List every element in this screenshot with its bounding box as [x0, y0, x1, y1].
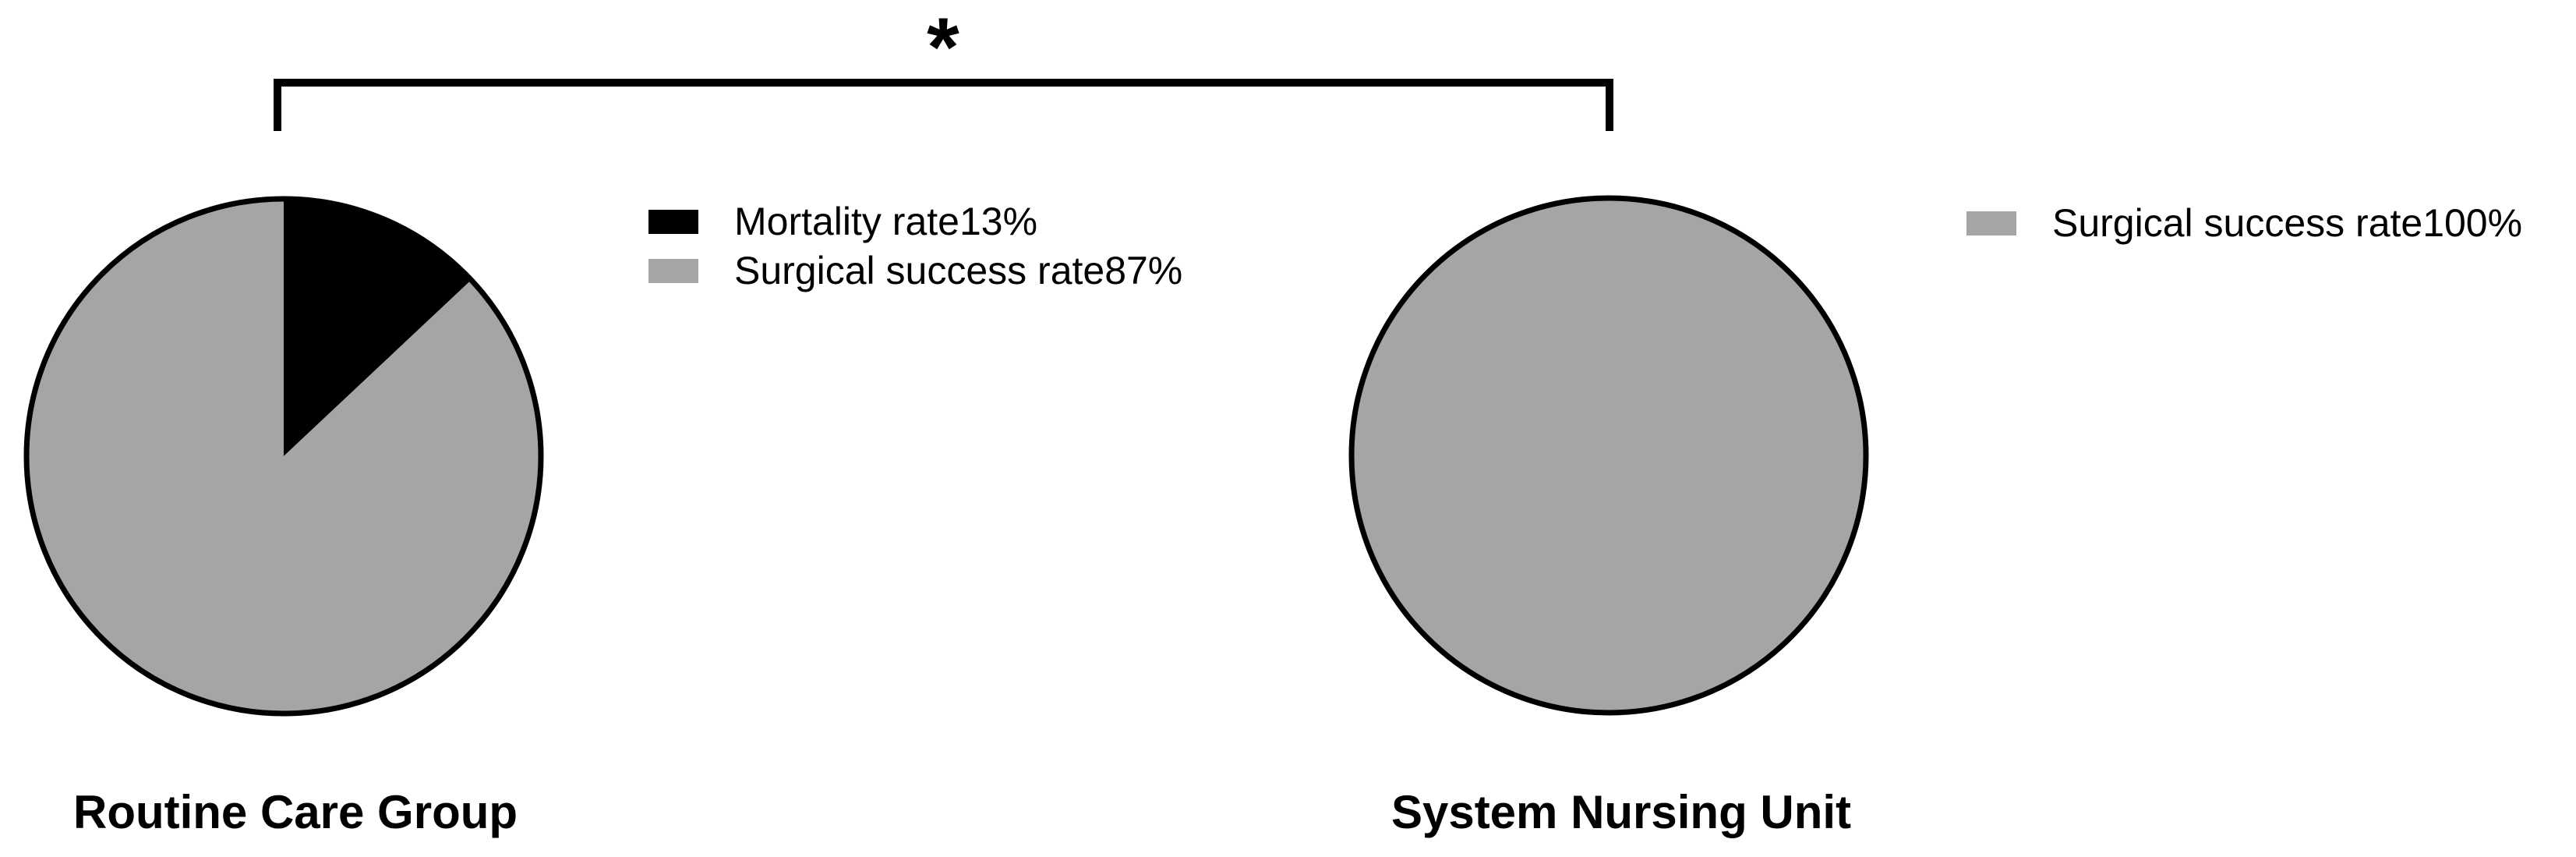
legend-swatch-success-87 [648, 259, 698, 283]
pie-title-system-nursing-unit: System Nursing Unit [1390, 786, 1852, 838]
pie-chart-system-nursing-unit [1348, 195, 1869, 716]
significance-asterisk: * [927, 0, 959, 94]
legend-swatch-success-100 [1966, 211, 2016, 235]
legend-system-nursing-unit: Surgical success rate100% [1966, 199, 2522, 248]
pie-slice-mortality-rate [284, 199, 472, 456]
legend-item-mortality: Mortality rate13% [648, 197, 1182, 246]
legend-item-success-87: Surgical success rate87% [648, 246, 1182, 296]
legend-item-success-100: Surgical success rate100% [1966, 199, 2522, 248]
pie-title-routine-care-group: Routine Care Group [72, 786, 518, 838]
legend-label-mortality: Mortality rate13% [734, 200, 1038, 243]
legend-swatch-mortality [648, 210, 698, 234]
pie-outline [23, 196, 544, 717]
legend-routine-care-group: Mortality rate13% Surgical success rate8… [648, 197, 1182, 296]
pie-chart-routine-care-group [23, 196, 544, 717]
legend-label-success-87: Surgical success rate87% [734, 249, 1183, 292]
significance-bracket [274, 79, 1613, 131]
pie-slice-surgical-success-rate [26, 199, 542, 714]
legend-label-success-100: Surgical success rate100% [2052, 201, 2523, 245]
pie-slice-surgical-success-rate [1352, 198, 1866, 713]
pie-outline [1348, 195, 1869, 716]
